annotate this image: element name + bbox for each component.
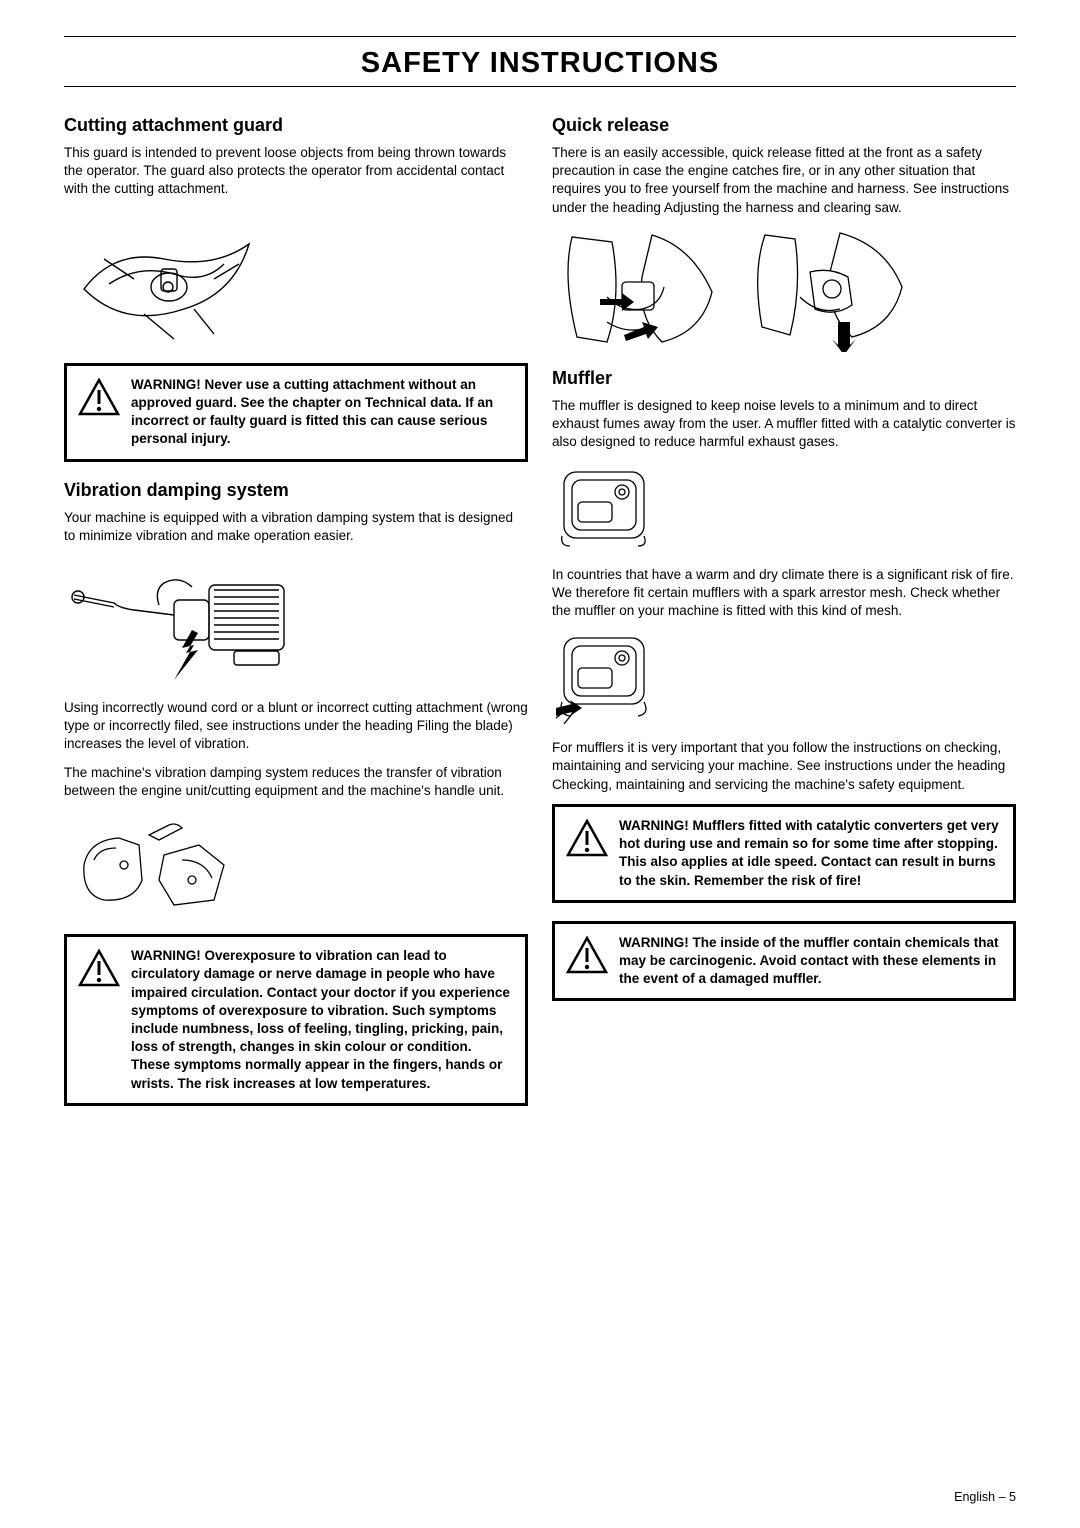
footer-sep: – <box>995 1490 1009 1504</box>
page-footer: English – 5 <box>954 1490 1016 1504</box>
left-column: Cutting attachment guard This guard is i… <box>64 107 528 1124</box>
warning-box-muffler-hot: WARNING! Mufflers fitted with catalytic … <box>552 804 1016 903</box>
warning-text-guard: WARNING! Never use a cutting attachment … <box>131 376 513 449</box>
heading-cutting-guard: Cutting attachment guard <box>64 115 528 136</box>
heading-muffler: Muffler <box>552 368 1016 389</box>
illus-cutting-guard <box>64 209 528 349</box>
warning-text-muffler-chem: WARNING! The inside of the muffler conta… <box>619 934 1001 989</box>
page-title: SAFETY INSTRUCTIONS <box>64 36 1016 87</box>
text-muffler-1: The muffler is designed to keep noise le… <box>552 397 1016 452</box>
illus-quick-release-a <box>552 227 722 352</box>
warning-triangle-icon <box>565 817 609 861</box>
warning-triangle-icon <box>77 376 121 420</box>
text-quick-release: There is an easily accessible, quick rel… <box>552 144 1016 217</box>
text-muffler-2: In countries that have a warm and dry cl… <box>552 566 1016 621</box>
illus-quick-release-row <box>552 227 1016 352</box>
warning-box-muffler-chem: WARNING! The inside of the muffler conta… <box>552 921 1016 1002</box>
right-column: Quick release There is an easily accessi… <box>552 107 1016 1124</box>
warning-triangle-icon <box>565 934 609 978</box>
text-vibration-3: The machine's vibration damping system r… <box>64 764 528 800</box>
illus-quick-release-b <box>740 227 910 352</box>
warning-box-guard: WARNING! Never use a cutting attachment … <box>64 363 528 462</box>
warning-box-vibration: WARNING! Overexposure to vibration can l… <box>64 934 528 1106</box>
text-vibration-2: Using incorrectly wound cord or a blunt … <box>64 699 528 754</box>
heading-vibration: Vibration damping system <box>64 480 528 501</box>
footer-page-num: 5 <box>1009 1490 1016 1504</box>
illus-muffler-b <box>552 630 1016 725</box>
footer-lang: English <box>954 1490 995 1504</box>
warning-triangle-icon <box>77 947 121 991</box>
illus-muffler-a <box>552 462 1016 552</box>
illus-engine <box>64 555 528 685</box>
text-vibration-1: Your machine is equipped with a vibratio… <box>64 509 528 545</box>
text-muffler-3: For mufflers it is very important that y… <box>552 739 1016 794</box>
warning-text-muffler-hot: WARNING! Mufflers fitted with catalytic … <box>619 817 1001 890</box>
heading-quick-release: Quick release <box>552 115 1016 136</box>
content-columns: Cutting attachment guard This guard is i… <box>64 107 1016 1124</box>
illus-damper-parts <box>64 810 528 920</box>
warning-text-vibration: WARNING! Overexposure to vibration can l… <box>131 947 513 1093</box>
text-cutting-guard: This guard is intended to prevent loose … <box>64 144 528 199</box>
